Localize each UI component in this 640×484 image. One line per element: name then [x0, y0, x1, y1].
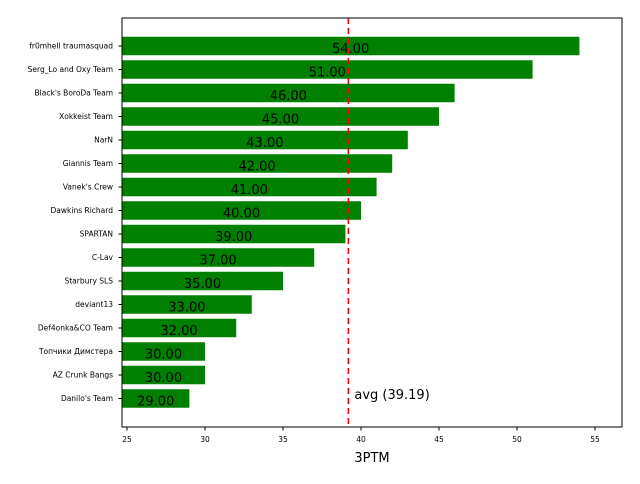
y-tick-label: Giannis Team: [63, 159, 113, 168]
y-tick-label: Xokkeist Team: [59, 112, 113, 121]
bar: [122, 389, 190, 408]
bar-value-label: 32.00: [160, 324, 197, 339]
y-tick-label: fr0mhell traumasquad: [29, 42, 113, 51]
average-label: avg (39.19): [354, 388, 429, 403]
y-tick-label: Vanek's Crew: [63, 183, 113, 192]
bar-value-label: 54.00: [332, 42, 369, 57]
bar: [122, 271, 283, 291]
y-tick-label: C-Lav: [92, 253, 114, 262]
y-tick-label: Serg_Lo and Oxy Team: [28, 65, 113, 74]
bar: [122, 154, 393, 173]
bar-value-label: 30.00: [145, 348, 182, 363]
bar: [122, 248, 315, 267]
bar: [122, 83, 455, 103]
bar: [122, 36, 580, 56]
x-tick-label: 25: [122, 435, 132, 444]
x-tick-label: 40: [356, 435, 366, 444]
y-tick-label: Def4onka&CO Team: [38, 324, 113, 333]
bar-value-label: 30.00: [145, 371, 182, 386]
bar-value-label: 39.00: [215, 230, 252, 245]
y-tick-label: Danilo's Team: [61, 394, 113, 403]
y-tick-label: Starbury SLS: [64, 277, 113, 286]
bar-value-label: 40.00: [223, 207, 260, 222]
plot-frame: [121, 17, 623, 428]
bar-value-label: 33.00: [168, 301, 205, 316]
bar: [122, 318, 237, 338]
bar-value-label: 45.00: [262, 113, 299, 128]
x-axis-label: 3PTM: [354, 451, 389, 466]
bar-value-label: 35.00: [184, 277, 221, 292]
bar: [122, 201, 362, 220]
x-tick-label: 45: [434, 435, 444, 444]
x-tick-label: 35: [278, 435, 288, 444]
y-tick-label: Топчики Димстера: [38, 347, 113, 356]
bar: [122, 365, 205, 385]
y-tick-label: deviant13: [75, 300, 113, 309]
y-tick-label: Black's BoroDa Team: [35, 89, 113, 98]
x-tick-label: 50: [512, 435, 522, 444]
bar: [122, 130, 408, 150]
bar-value-label: 29.00: [137, 395, 174, 410]
bar-value-label: 42.00: [238, 160, 275, 175]
bar-value-label: 37.00: [199, 254, 236, 269]
bar-value-label: 41.00: [231, 183, 268, 198]
bar: [122, 295, 252, 314]
bar-value-label: 43.00: [246, 136, 283, 151]
bar: [122, 177, 377, 197]
y-tick-label: AZ Crunk Bangs: [53, 371, 113, 380]
bar: [122, 224, 346, 244]
y-tick-label: Dawkins Richard: [51, 206, 114, 215]
bar: [122, 342, 205, 361]
bar: [122, 60, 533, 79]
bar-value-label: 46.00: [270, 89, 307, 104]
bar: [122, 107, 440, 126]
bar-value-label: 51.00: [309, 66, 346, 81]
y-tick-label: SPARTAN: [80, 230, 113, 239]
y-tick-label: NarN: [94, 136, 113, 145]
x-tick-label: 55: [590, 435, 600, 444]
x-tick-label: 30: [200, 435, 210, 444]
